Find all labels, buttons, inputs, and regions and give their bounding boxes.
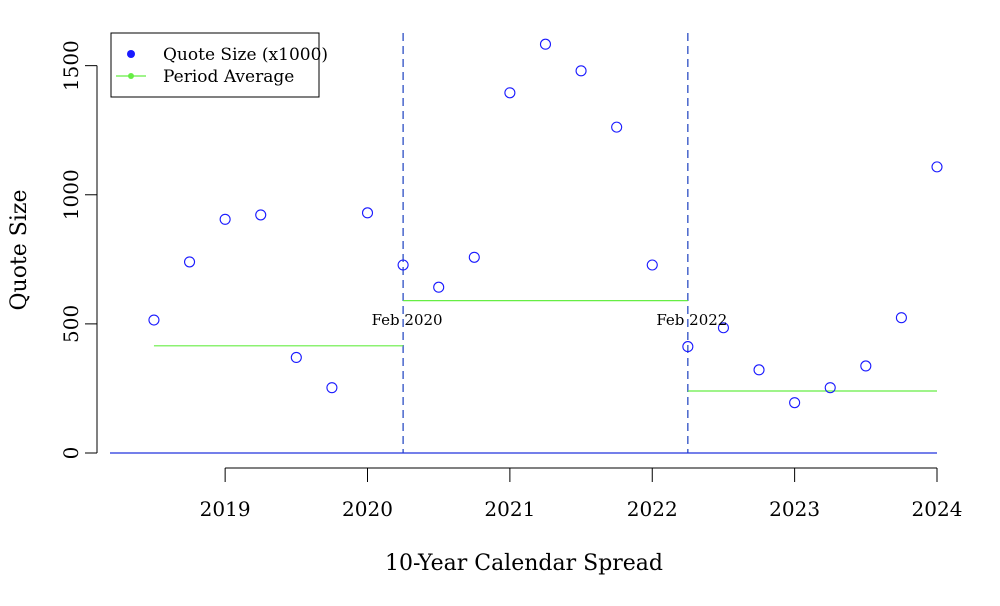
data-point-21 xyxy=(896,313,906,323)
legend-marker-quote-size xyxy=(127,50,135,58)
data-point-2 xyxy=(220,214,230,224)
legend: Quote Size (x1000) Period Average xyxy=(111,33,328,97)
data-point-17 xyxy=(754,365,764,375)
data-point-6 xyxy=(363,208,373,218)
data-point-8 xyxy=(434,282,444,292)
legend-label-quote-size: Quote Size (x1000) xyxy=(163,45,328,65)
data-point-13 xyxy=(612,122,622,132)
x-tick-label-0: 2019 xyxy=(200,497,251,521)
average-layer xyxy=(154,301,937,391)
y-tick-label-1: 500 xyxy=(59,305,83,343)
x-tick-label-3: 2022 xyxy=(627,497,678,521)
data-point-14 xyxy=(647,260,657,270)
y-tick-label-2: 1000 xyxy=(59,169,83,220)
vline-labels: Feb 2020 Feb 2022 xyxy=(372,311,728,329)
x-tick-label-5: 2024 xyxy=(912,497,963,521)
x-tick-label-1: 2020 xyxy=(342,497,393,521)
data-point-5 xyxy=(327,383,337,393)
data-point-9 xyxy=(469,252,479,262)
x-axis-label: 10-Year Calendar Spread xyxy=(385,551,663,576)
y-tick-label-3: 1500 xyxy=(59,40,83,91)
legend-box xyxy=(111,33,319,97)
data-point-10 xyxy=(505,88,515,98)
y-axis-label: Quote Size xyxy=(7,189,32,310)
data-point-4 xyxy=(291,352,301,362)
data-point-0 xyxy=(149,315,159,325)
vline-label-0: Feb 2020 xyxy=(372,311,443,329)
vline-label-1: Feb 2022 xyxy=(656,311,727,329)
data-point-22 xyxy=(932,162,942,172)
data-point-18 xyxy=(790,398,800,408)
x-axis: 2019 2020 2021 2022 2023 2024 xyxy=(200,468,963,521)
data-point-11 xyxy=(540,39,550,49)
data-point-1 xyxy=(185,257,195,267)
legend-marker-period-average xyxy=(128,73,134,79)
x-tick-label-4: 2023 xyxy=(769,497,820,521)
vlines-layer xyxy=(403,33,688,453)
y-tick-label-0: 0 xyxy=(59,447,83,460)
legend-label-period-average: Period Average xyxy=(163,67,294,87)
data-point-12 xyxy=(576,66,586,76)
data-point-3 xyxy=(256,210,266,220)
data-point-20 xyxy=(861,361,871,371)
y-axis: 0 500 1000 1500 xyxy=(59,40,97,459)
x-tick-label-2: 2021 xyxy=(484,497,535,521)
